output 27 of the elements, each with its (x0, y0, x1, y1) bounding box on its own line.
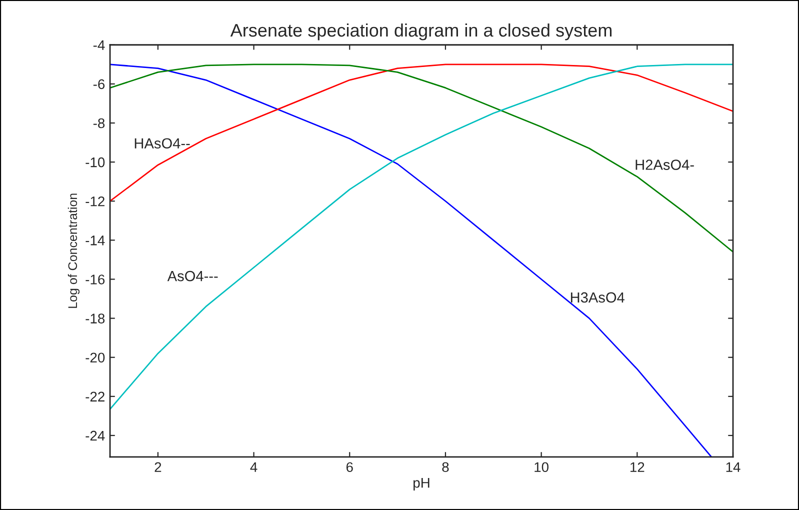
line-series (110, 64, 734, 253)
y-tick-label: -8 (93, 118, 105, 128)
y-tick-label: -6 (93, 79, 105, 90)
x-tick-label: 10 (534, 462, 548, 472)
x-tick-label: 14 (726, 462, 740, 472)
x-tick-label: 6 (346, 462, 353, 472)
series-label: H2AsO4- (636, 160, 694, 170)
series-label: AsO4--- (167, 270, 218, 282)
x-tick-label: 8 (442, 462, 449, 472)
y-tick-label: -24 (86, 430, 105, 441)
y-tick-label: -14 (86, 236, 105, 246)
y-tick-label: -20 (86, 352, 105, 363)
line-series (110, 64, 734, 202)
y-tick-label: -10 (86, 157, 105, 168)
y-tick-label: -16 (86, 274, 105, 284)
x-axis-title: pH (414, 478, 430, 490)
x-tick-label: 12 (630, 462, 644, 472)
y-tick-label: -4 (93, 40, 105, 50)
series-label: H3AsO4 (570, 292, 624, 303)
series-label: HAsO4-- (134, 138, 190, 149)
y-tick-label: -22 (86, 392, 104, 402)
y-axis-title: Log of Concentration (68, 194, 80, 308)
y-tick-label: -18 (86, 314, 105, 324)
x-tick-label: 2 (154, 462, 162, 472)
y-tick-label: -12 (86, 196, 104, 206)
chart-title: Arsenate speciation diagram in a closed system (230, 23, 612, 40)
x-tick-label: 4 (250, 462, 258, 472)
